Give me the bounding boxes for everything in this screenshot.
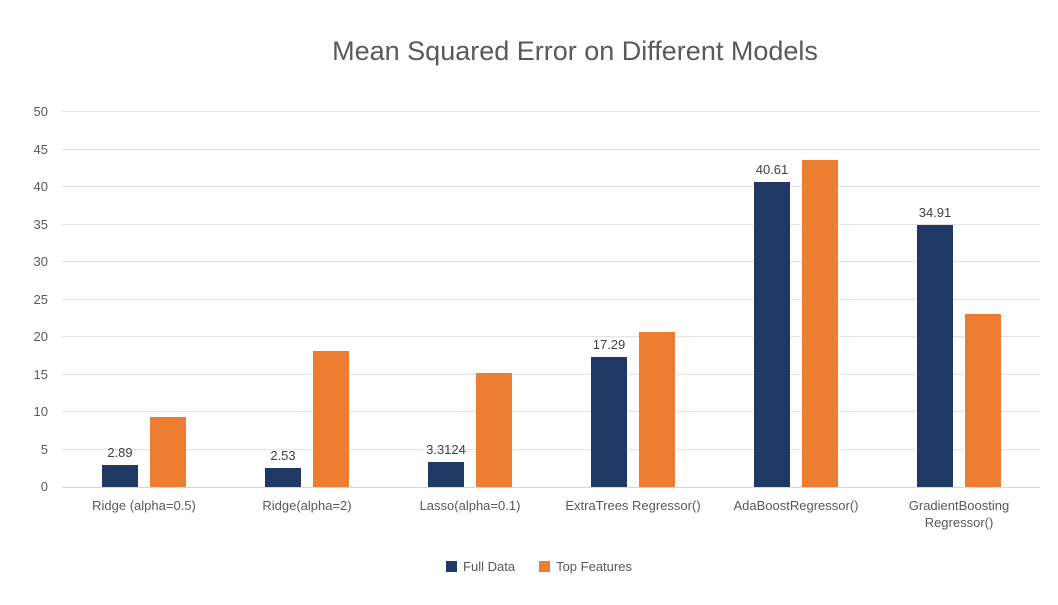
data-label-1: 2.89 — [107, 445, 133, 460]
gridline-y-20 — [62, 336, 1040, 337]
bar-full-data-4 — [591, 357, 627, 487]
category-label-4: ExtraTrees Regressor() — [565, 498, 701, 513]
bar-full-data-1 — [102, 465, 138, 487]
gridline-y-45 — [62, 148, 1040, 150]
bar-top-features-6 — [965, 314, 1001, 487]
legend-item-top-features: Top Features — [539, 559, 632, 574]
data-label-3: 3.3124 — [426, 442, 466, 457]
bar-full-data-3 — [428, 462, 464, 487]
gridline-y-10 — [62, 411, 1040, 412]
legend-label-full-data: Full Data — [463, 559, 516, 574]
gridline-y-25 — [62, 298, 1040, 300]
y-tick-label-40: 40 — [33, 179, 48, 194]
y-tick-label-0: 0 — [40, 479, 48, 494]
legend: Full Data Top Features — [0, 559, 1058, 574]
y-tick-label-35: 35 — [33, 216, 48, 232]
bar-top-features-3 — [476, 373, 512, 487]
gridline-y-30 — [62, 261, 1040, 262]
bar-full-data-5 — [754, 182, 790, 487]
y-tick-label-5: 5 — [40, 441, 48, 457]
x-axis-line — [62, 487, 1040, 488]
bar-top-features-2 — [313, 351, 349, 487]
y-tick-label-15: 15 — [33, 366, 48, 382]
category-label-5: AdaBoostRegressor() — [733, 498, 859, 513]
plot-area: 2.89 2.53 3.3124 17.29 40.61 34.91 — [62, 111, 1040, 488]
legend-item-full-data: Full Data — [446, 559, 515, 574]
data-label-6: 34.91 — [918, 205, 952, 220]
legend-swatch-top-features — [539, 561, 551, 572]
data-label-4: 17.29 — [592, 337, 626, 352]
y-tick-label-10: 10 — [33, 404, 48, 419]
bar-full-data-2 — [265, 468, 301, 487]
category-label-2: Ridge(alpha=2) — [262, 498, 352, 513]
gridline-y-50 — [62, 111, 1040, 112]
data-label-2: 2.53 — [270, 448, 296, 463]
gridline-y-40 — [62, 186, 1040, 187]
data-label-5: 40.61 — [755, 162, 789, 177]
bar-top-features-5 — [802, 160, 838, 487]
legend-swatch-full-data — [446, 561, 458, 572]
gridline-y-5 — [62, 448, 1040, 450]
gridline-y-15 — [62, 373, 1040, 375]
y-tick-label-20: 20 — [33, 329, 48, 344]
y-tick-label-45: 45 — [33, 141, 48, 157]
y-tick-label-50: 50 — [33, 104, 48, 119]
bar-top-features-1 — [150, 417, 186, 487]
chart-title: Mean Squared Error on Different Models — [332, 36, 818, 66]
bar-full-data-6 — [917, 225, 953, 487]
category-label-6: GradientBoosting Regressor() — [908, 498, 1010, 530]
category-label-1: Ridge (alpha=0.5) — [92, 498, 196, 513]
gridline-y-35 — [62, 223, 1040, 225]
bar-top-features-4 — [639, 332, 675, 487]
legend-label-top-features: Top Features — [556, 559, 632, 574]
category-label-3: Lasso(alpha=0.1) — [419, 498, 521, 513]
y-tick-label-30: 30 — [33, 254, 48, 269]
y-tick-label-25: 25 — [33, 291, 48, 307]
